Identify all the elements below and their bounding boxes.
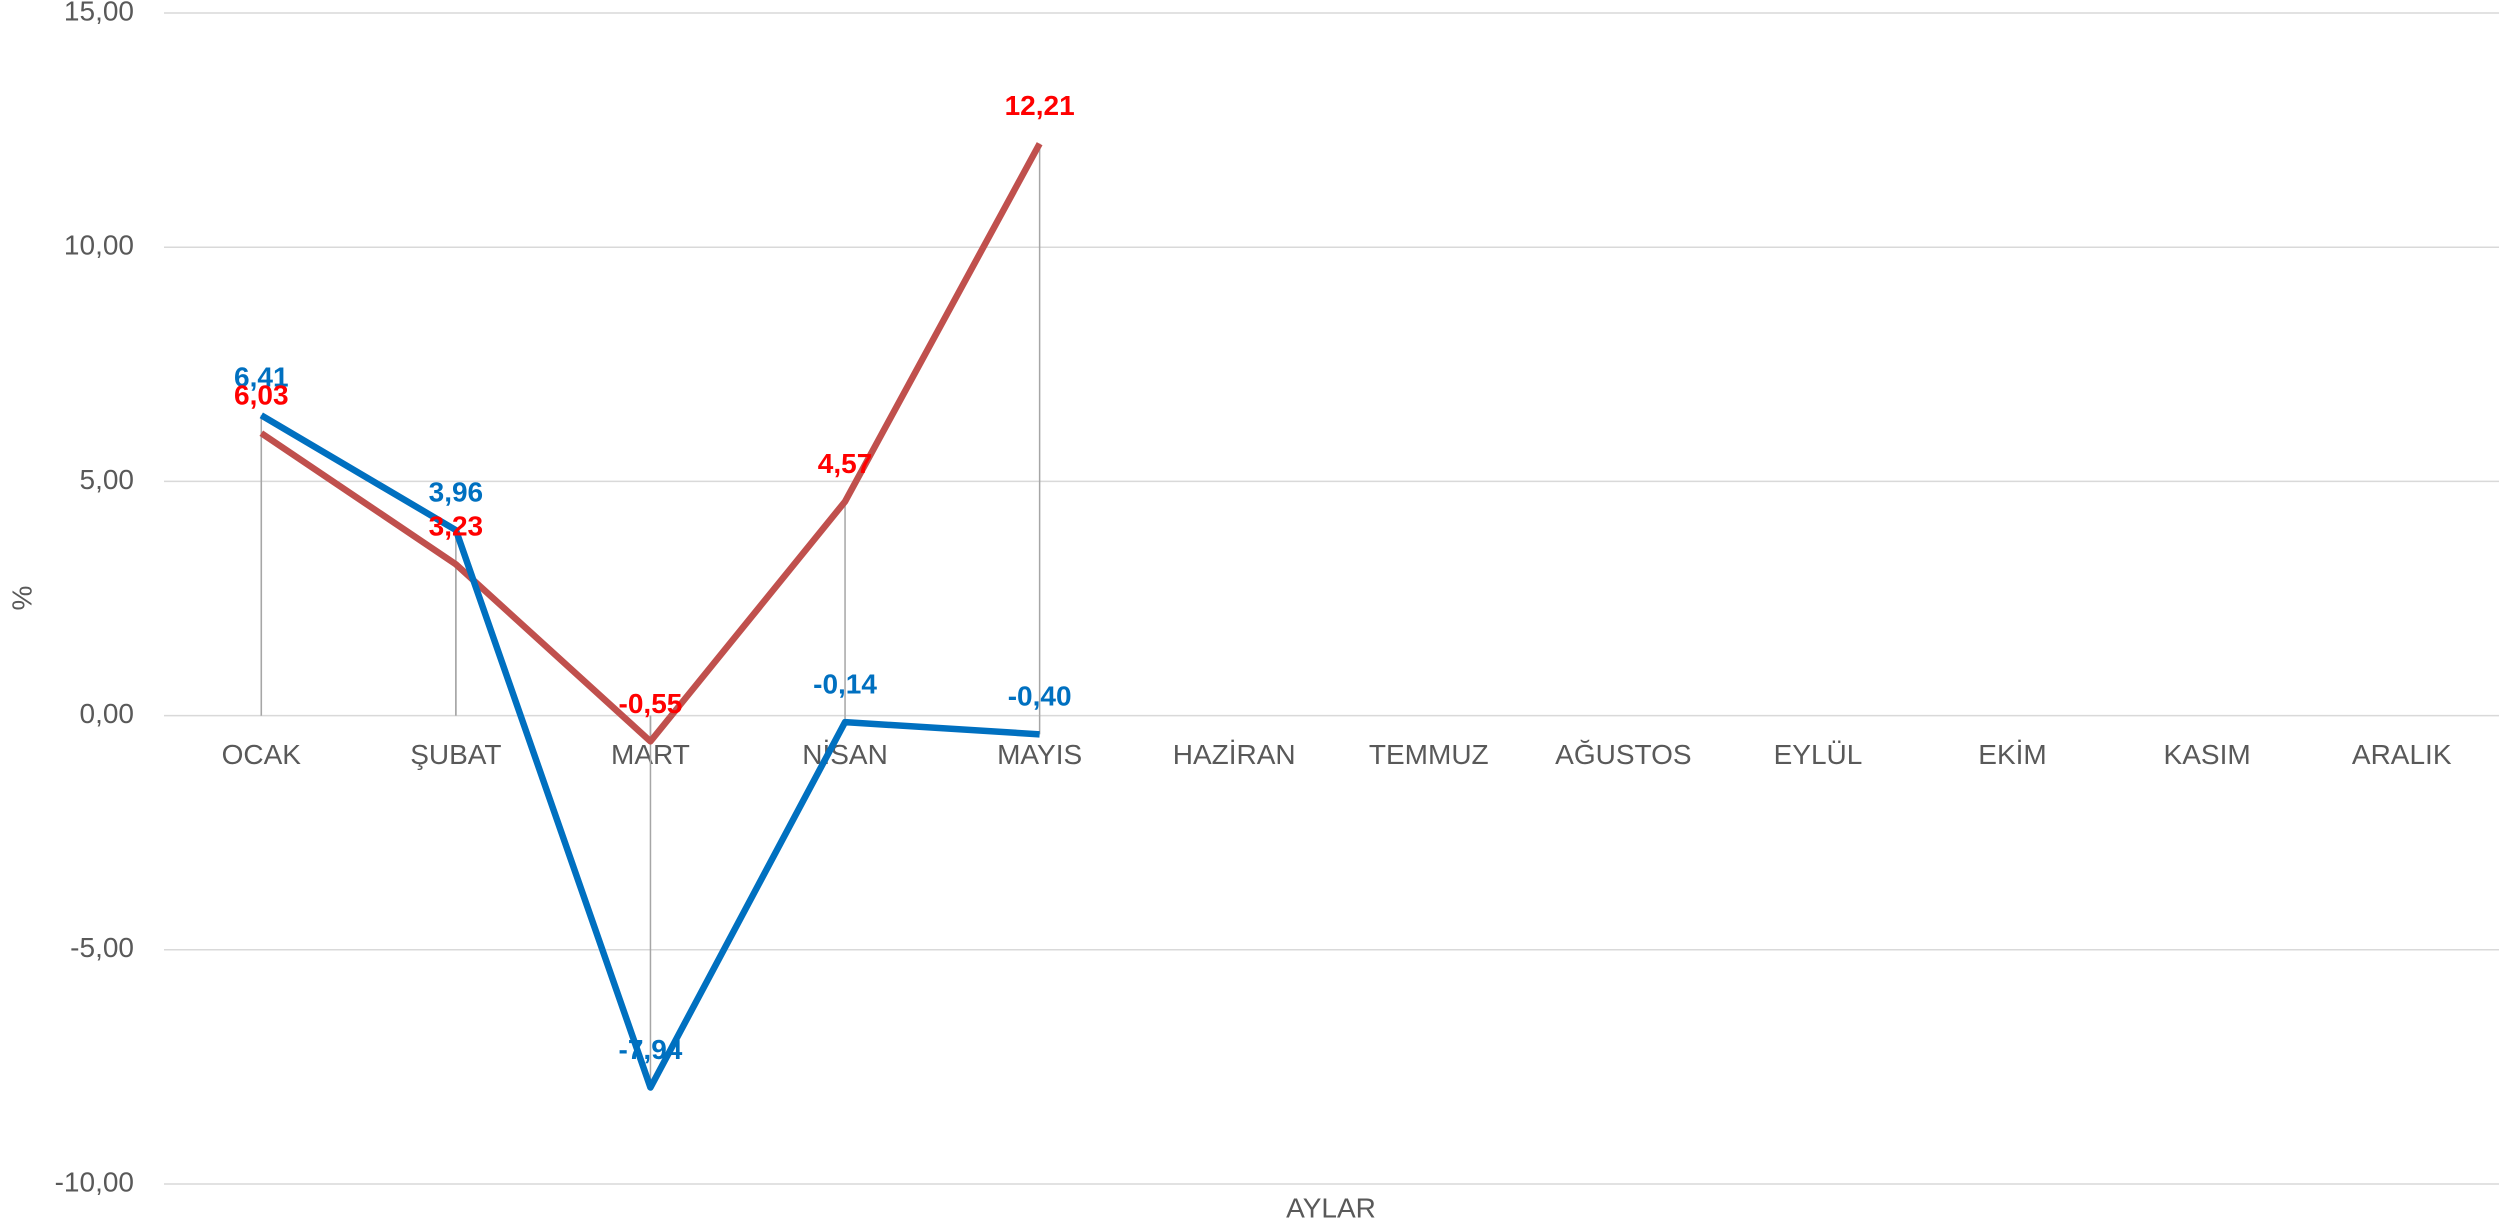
y-tick-label: -10,00	[55, 1166, 134, 1197]
x-tick-label: HAZİRAN	[1173, 739, 1296, 770]
data-label: 6,41	[234, 362, 289, 393]
data-label: 6,03	[234, 380, 289, 411]
x-tick-label: EYLÜL	[1774, 739, 1863, 770]
y-axis-label: %	[6, 586, 37, 611]
data-label: -0,14	[813, 669, 877, 700]
data-label: 12,21	[1005, 90, 1075, 121]
y-tick-label: 15,00	[64, 0, 134, 26]
data-label: 3,96	[429, 477, 484, 508]
x-tick-label: AĞUSTOS	[1555, 739, 1691, 770]
data-label: -0,55	[619, 688, 683, 719]
x-tick-label: ŞUBAT	[410, 739, 501, 770]
y-tick-label: -5,00	[70, 932, 134, 963]
x-tick-label: MAYIS	[997, 739, 1082, 770]
data-label: 4,57	[818, 448, 873, 479]
data-label: 3,23	[429, 511, 484, 542]
x-tick-label: EKİM	[1978, 739, 2046, 770]
y-tick-label: 5,00	[80, 464, 135, 495]
y-tick-label: 10,00	[64, 230, 134, 261]
series-line	[259, 142, 1043, 745]
data-label: -0,40	[1008, 681, 1072, 712]
y-tick-label: 0,00	[80, 698, 135, 729]
x-tick-label: TEMMUZ	[1369, 739, 1489, 770]
x-tick-label: KASIM	[2164, 739, 2251, 770]
data-label: -7,94	[619, 1034, 683, 1065]
x-tick-label: NİSAN	[802, 739, 888, 770]
x-axis-label: AYLAR	[1286, 1192, 1376, 1223]
x-tick-label: ARALIK	[2352, 739, 2452, 770]
series-line	[259, 412, 1040, 1091]
x-tick-label: OCAK	[222, 739, 302, 770]
